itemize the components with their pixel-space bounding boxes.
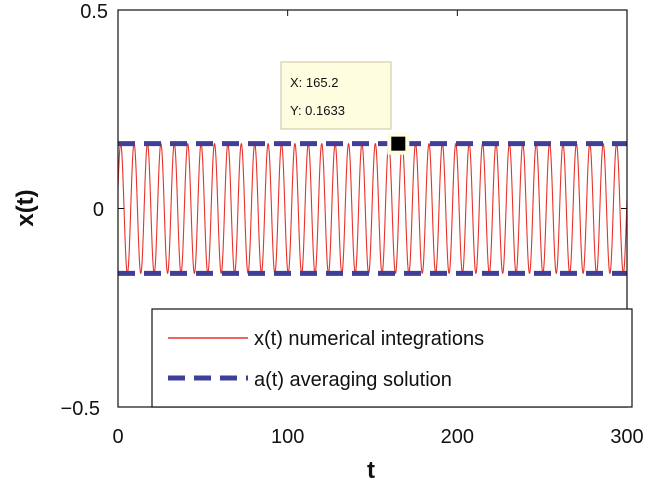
data-tip[interactable]: X: 165.2 Y: 0.1633 [280, 61, 392, 130]
y-tick-label-middle: 0 [93, 199, 104, 221]
y-tick-label-bottom: −0.5 [61, 398, 100, 420]
legend-label-averaging: a(t) averaging solution [254, 369, 452, 391]
data-tip-marker-layer [387, 132, 410, 155]
data-tip-x: X: 165.2 [290, 75, 338, 90]
x-tick-label-100: 100 [271, 426, 304, 448]
x-tick-label-300: 300 [610, 426, 643, 448]
x-tick-label-0: 0 [112, 426, 123, 448]
y-tick-label-top: 0.5 [80, 1, 108, 23]
series-layer [117, 141, 628, 276]
data-tip-y: Y: 0.1633 [290, 103, 345, 118]
data-tip-marker[interactable] [391, 136, 406, 151]
legend[interactable]: x(t) numerical integrations a(t) averagi… [151, 308, 633, 408]
x-axis-label: t [367, 457, 375, 484]
legend-box [151, 308, 633, 408]
legend-label-numerical: x(t) numerical integrations [254, 328, 484, 350]
series-numerical-line [117, 142, 628, 275]
x-tick-label-200: 200 [441, 426, 474, 448]
data-tip-box [280, 61, 392, 130]
y-axis-label: x(t) [12, 189, 39, 226]
